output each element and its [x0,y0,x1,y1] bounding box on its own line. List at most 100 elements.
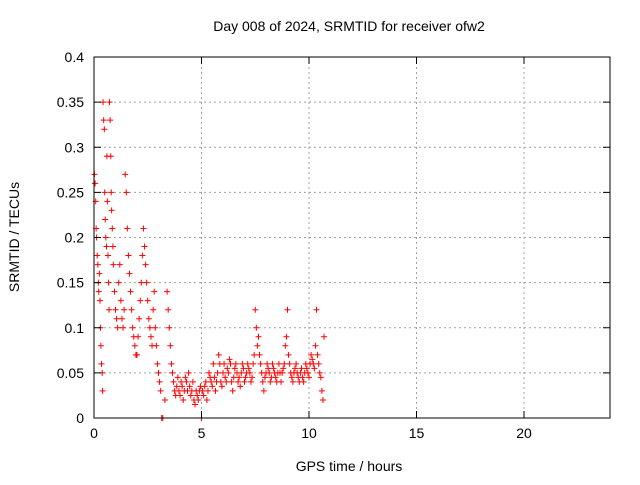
data-point [239,360,246,367]
data-point [136,315,143,322]
data-point [94,252,101,259]
data-point [250,360,257,367]
data-point [261,374,268,381]
data-point [306,374,312,381]
data-point [105,279,112,286]
data-point [254,342,261,349]
data-point [237,383,244,390]
data-point [170,378,177,385]
data-point [106,99,113,106]
data-point [179,383,186,390]
data-point [100,117,107,124]
data-point [100,99,107,106]
data-point [104,252,111,259]
data-point [312,342,319,349]
data-point [206,369,213,376]
data-point [120,324,127,331]
data-point [192,401,199,408]
data-point [225,369,232,376]
data-point [223,378,230,385]
data-point [115,279,122,286]
data-point [311,365,318,372]
data-point [304,369,311,376]
x-tick-label: 5 [198,425,206,441]
x-axis-label: GPS time / hours [296,458,403,474]
data-point [150,306,157,313]
y-tick-label: 0.25 [57,184,84,200]
data-point [232,360,239,367]
data-point [214,369,221,376]
data-point [167,342,174,349]
chart-title: Day 008 of 2024, SRMTID for receiver ofw… [213,18,485,34]
data-point [128,306,135,313]
data-point [122,171,129,178]
data-point [141,243,148,250]
data-point [138,279,145,286]
data-point [264,360,271,367]
data-point [321,333,328,340]
data-point [187,392,194,399]
data-point [186,383,193,390]
data-point [221,360,228,367]
data-point [319,396,326,403]
data-point [270,365,277,372]
data-point [169,369,176,376]
data-point [228,378,235,385]
data-point [101,189,108,196]
data-point [123,189,130,196]
data-point [101,126,108,133]
data-point [104,198,111,205]
data-point [131,342,138,349]
data-point [313,306,320,313]
data-point [247,378,254,385]
data-point [199,387,206,394]
data-point [109,243,116,250]
data-point [280,365,287,372]
data-point [203,396,210,403]
grid-lines [94,57,610,418]
data-point [316,369,323,376]
data-point [272,374,279,381]
data-point [151,288,158,295]
data-point [215,351,222,358]
data-point [289,378,296,385]
data-point [269,360,276,367]
data-point [168,360,175,367]
data-point [285,351,292,358]
data-point [129,324,136,331]
data-point [108,189,115,196]
data-point [231,365,238,372]
data-point [143,279,150,286]
data-point [246,369,253,376]
data-point [222,374,229,381]
data-point [157,387,164,394]
data-point [107,153,114,160]
data-point [114,324,121,331]
data-point [102,216,109,223]
data-point [121,306,128,313]
data-point [108,207,115,214]
data-point [244,360,251,367]
data-point [155,369,162,376]
data-point [109,225,116,232]
data-point [98,360,105,367]
data-point [279,369,286,376]
data-point [134,351,140,358]
data-point [275,360,282,367]
data-point [106,306,113,313]
y-tick-label: 0.3 [65,139,85,155]
data-point [260,387,267,394]
y-tick-label: 0.1 [65,320,85,336]
data-point [251,351,258,358]
y-tick-label: 0.05 [57,365,84,381]
axis-ticks: 0 5 10 15 20 0 0.05 0.1 0.15 0.2 0.25 0.3 0.35 0.4 [57,49,610,441]
data-point [180,396,187,403]
data-point [125,252,132,259]
data-point [229,387,236,394]
data-point [245,365,252,372]
data-point [257,360,264,367]
data-point [255,333,262,340]
data-point [173,383,180,390]
data-point [166,324,173,331]
data-point [137,297,144,304]
